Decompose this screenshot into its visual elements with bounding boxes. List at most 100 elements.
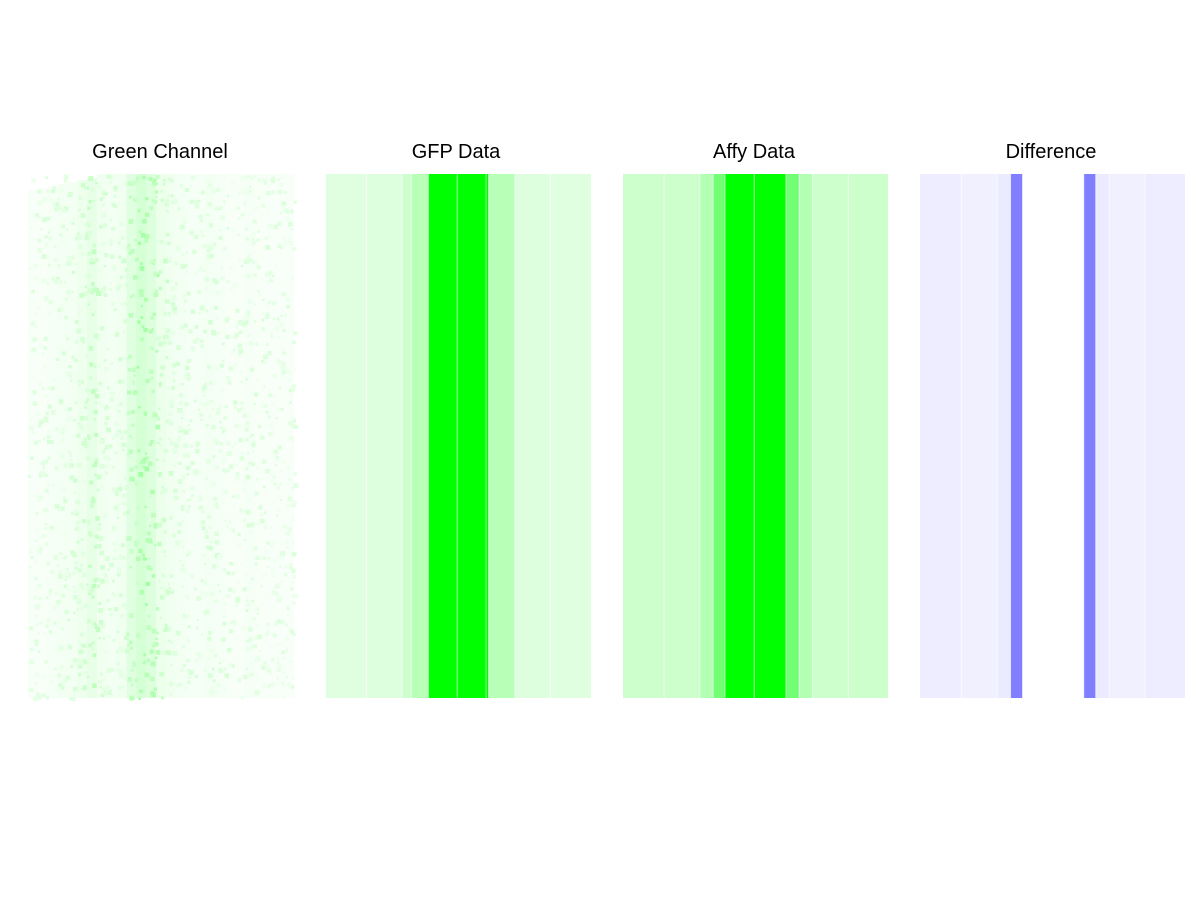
- speckle: [54, 592, 58, 596]
- speckle: [245, 377, 249, 381]
- speckle: [272, 275, 275, 278]
- speckle: [277, 662, 282, 668]
- speckle: [32, 401, 38, 406]
- speckle: [273, 374, 277, 378]
- speckle: [100, 565, 105, 570]
- speckle: [255, 607, 260, 612]
- speckle: [151, 644, 155, 648]
- speckle: [111, 592, 115, 596]
- speckle: [158, 407, 161, 410]
- speckle: [112, 542, 116, 546]
- speckle: [280, 620, 285, 624]
- speckle: [59, 280, 63, 284]
- speckle: [66, 261, 72, 266]
- speckle: [103, 358, 107, 362]
- speckle: [138, 406, 141, 409]
- column-cell: [411, 174, 429, 698]
- speckle: [227, 469, 230, 472]
- speckle: [121, 685, 125, 689]
- speckle: [261, 360, 264, 363]
- speckle: [196, 441, 201, 446]
- speckle: [196, 619, 199, 622]
- speckle: [198, 656, 203, 661]
- speckle: [141, 459, 144, 463]
- speckle: [71, 270, 76, 274]
- speckle: [186, 498, 190, 502]
- speckle: [139, 292, 144, 297]
- speckle: [195, 658, 199, 663]
- speckle: [245, 667, 248, 671]
- speckle: [38, 544, 41, 548]
- speckle: [118, 255, 122, 259]
- speckle: [289, 436, 294, 441]
- speckle: [170, 589, 173, 592]
- speckle: [63, 281, 66, 284]
- speckle: [239, 371, 243, 375]
- speckle: [208, 320, 213, 325]
- speckle: [226, 676, 229, 680]
- speckle: [202, 234, 205, 237]
- speckle: [193, 587, 197, 591]
- speckle: [268, 431, 273, 437]
- speckle: [212, 278, 217, 283]
- speckle: [104, 650, 109, 655]
- speckle: [277, 178, 280, 181]
- speckle: [83, 405, 87, 409]
- speckle: [57, 308, 61, 313]
- speckle: [209, 415, 212, 418]
- speckle: [275, 458, 278, 462]
- speckle: [245, 317, 249, 321]
- speckle: [198, 505, 204, 511]
- speckle: [192, 339, 198, 344]
- speckle: [185, 362, 189, 366]
- speckle: [196, 652, 201, 657]
- speckle: [91, 647, 95, 651]
- speckle: [134, 239, 137, 242]
- panel-affy-data: Affy Data: [623, 141, 888, 698]
- speckle: [43, 336, 48, 342]
- speckle: [282, 460, 286, 464]
- speckle: [210, 648, 214, 653]
- speckle: [205, 401, 210, 405]
- speckle: [248, 675, 251, 678]
- speckle: [125, 275, 129, 279]
- speckle: [196, 596, 201, 601]
- speckle: [273, 621, 278, 627]
- speckle: [165, 233, 170, 237]
- speckle: [102, 513, 107, 518]
- speckle: [44, 243, 47, 246]
- speckle: [43, 244, 49, 250]
- speckle: [199, 495, 202, 498]
- speckle: [170, 286, 175, 291]
- speckle: [105, 408, 108, 411]
- speckle: [254, 491, 259, 496]
- speckle: [171, 403, 174, 407]
- speckle: [79, 583, 83, 587]
- speckle: [231, 351, 234, 354]
- speckle: [252, 219, 257, 224]
- speckle: [53, 279, 59, 284]
- speckle: [81, 650, 84, 653]
- speckle: [156, 336, 161, 342]
- speckle: [38, 597, 42, 600]
- speckle: [254, 260, 258, 264]
- speckle: [53, 606, 57, 610]
- speckle: [143, 653, 147, 657]
- speckle: [110, 668, 114, 672]
- speckle: [99, 197, 103, 201]
- speckle: [260, 435, 265, 441]
- speckle: [75, 520, 80, 525]
- speckle: [131, 410, 136, 415]
- speckle: [149, 649, 154, 654]
- speckle: [210, 591, 215, 596]
- speckle: [173, 310, 177, 315]
- speckle: [117, 284, 122, 288]
- speckle: [153, 178, 157, 182]
- speckle: [190, 486, 195, 491]
- speckle: [44, 542, 49, 547]
- speckle: [94, 473, 97, 476]
- speckle: [166, 198, 170, 202]
- speckle: [94, 457, 99, 462]
- speckle: [106, 175, 110, 178]
- heatmap-difference: [920, 174, 1185, 698]
